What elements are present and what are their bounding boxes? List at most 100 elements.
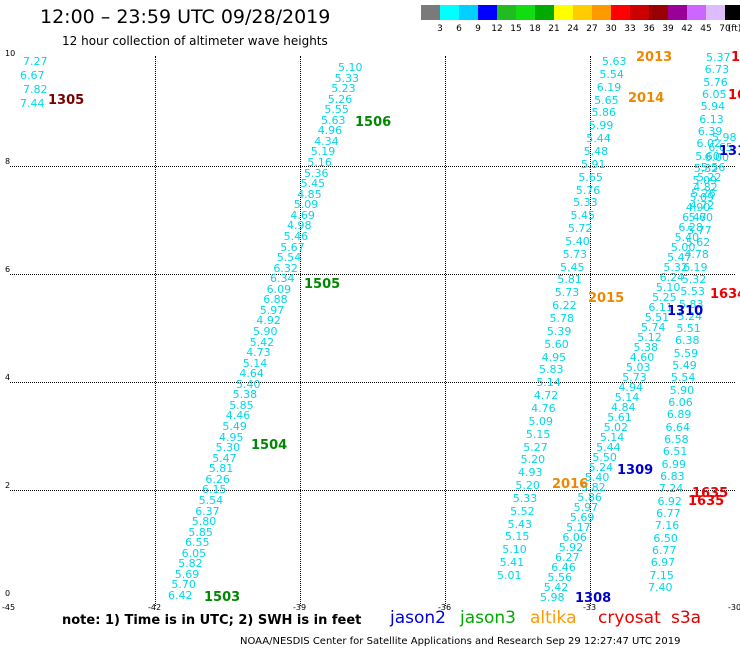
- wave-height-label: 5.23: [331, 82, 356, 96]
- wave-height-label: 5.44: [586, 132, 611, 146]
- wave-height-label: 6.67: [20, 69, 45, 82]
- wave-height-label: 5.15: [525, 427, 551, 441]
- scale-swatch: [725, 5, 740, 20]
- wave-height-label: 5.09: [528, 414, 554, 428]
- scale-swatch: [478, 5, 497, 20]
- note-text: note: 1) Time is in UTC; 2) SWH is in fe…: [62, 613, 362, 628]
- scale-swatch: [535, 5, 554, 20]
- y-tick-label: 8: [5, 157, 11, 166]
- wave-height-label: 5.76: [703, 75, 728, 89]
- wave-height-label: 5.45: [560, 260, 585, 274]
- wave-height-label: 5.83: [679, 297, 704, 311]
- wave-height-label: 5.12: [637, 331, 662, 344]
- legend-entry: jason2: [390, 608, 446, 628]
- wave-height-label: 5.63: [321, 113, 346, 127]
- scale-label: 30: [605, 24, 617, 34]
- wave-height-label: 4.46: [225, 409, 251, 423]
- wave-height-label: 5.33: [512, 491, 538, 505]
- x-tick-label: -36: [438, 603, 452, 612]
- scale-label: 6: [456, 24, 462, 34]
- wave-height-label: 5.20: [520, 453, 546, 467]
- pass-number-label: 1310: [667, 304, 704, 319]
- x-tick-label: -45: [2, 603, 16, 612]
- wave-height-label: 5.70: [171, 578, 196, 592]
- wave-height-label: 5.10: [655, 281, 681, 294]
- wave-height-label: 6.73: [704, 63, 730, 77]
- pass-number-label: 1305: [48, 93, 85, 108]
- wave-height-label: 6.26: [205, 472, 230, 486]
- wave-height-label: 5.69: [174, 567, 200, 581]
- wave-height-label: 7.27: [23, 55, 48, 68]
- wave-height-label: 6.05: [701, 87, 727, 101]
- wave-height-label: 6.88: [263, 293, 288, 307]
- x-tick-label: -42: [148, 603, 162, 612]
- x-tick-label: -33: [583, 603, 597, 612]
- wave-height-label: 5.26: [327, 92, 353, 106]
- pass-number-label: 1635: [688, 494, 725, 509]
- wave-height-label: 6.51: [662, 445, 688, 459]
- wave-height-label: 5.67: [280, 240, 305, 254]
- pass-number-label: 2013: [636, 50, 673, 65]
- wave-height-label: 5.37: [706, 51, 731, 64]
- wave-height-label: 5.32: [693, 161, 719, 175]
- wave-height-label: 5.10: [502, 543, 527, 557]
- wave-height-label: 5.72: [567, 222, 593, 236]
- wave-height-label: 5.51: [644, 311, 670, 324]
- wave-height-label: 4.84: [611, 401, 636, 414]
- wave-height-label: 5.40: [236, 377, 261, 391]
- wave-height-label: 6.37: [195, 504, 220, 518]
- wave-height-label: 5.86: [591, 106, 617, 120]
- wave-height-label: 4.34: [314, 134, 339, 148]
- wave-height-label: 4.76: [531, 401, 556, 415]
- wave-height-label: 6.00: [704, 151, 730, 164]
- wave-height-label: 7.15: [649, 568, 674, 582]
- wave-height-label: 5.48: [583, 144, 609, 158]
- wave-height-label: 5.09: [293, 198, 319, 212]
- scale-label: 18: [529, 24, 541, 34]
- wave-height-label: 5.14: [614, 391, 640, 404]
- wave-height-label: 6.64: [665, 420, 691, 434]
- wave-height-label: 6.77: [656, 507, 681, 521]
- wave-height-label: 5.54: [198, 493, 224, 507]
- wave-height-label: 5.42: [249, 335, 275, 349]
- wave-height-label: 6.77: [652, 544, 677, 558]
- wave-height-label: 6.22: [552, 299, 577, 313]
- pass-number-label: 1505: [304, 277, 341, 292]
- wave-height-label: 6.47: [682, 211, 707, 224]
- legend-entry: s3a: [671, 608, 702, 628]
- pass-number-label: 2015: [588, 291, 625, 306]
- wave-height-label: 5.14: [599, 431, 625, 444]
- scale-label: 70: [719, 24, 731, 34]
- scale-swatch: [554, 5, 573, 20]
- wave-height-label: 5.83: [539, 363, 564, 377]
- scale-label: (ft): [727, 24, 740, 34]
- wave-height-label: 5.43: [507, 517, 533, 531]
- wave-height-label: 5.45: [570, 209, 596, 223]
- wave-height-label: 5.98: [712, 131, 737, 144]
- wave-height-label: 5.76: [575, 183, 601, 197]
- wave-height-label: 6.06: [562, 531, 587, 544]
- y-tick-label: 2: [5, 481, 11, 490]
- wave-height-label: 5.02: [603, 421, 629, 434]
- scale-swatch: [459, 5, 478, 20]
- scale-label: 42: [681, 24, 693, 34]
- wave-height-label: 6.42: [168, 589, 193, 602]
- grid-line-vertical: [445, 56, 446, 606]
- wave-height-label: 6.15: [202, 483, 227, 497]
- wave-height-label: 6.65: [708, 141, 733, 154]
- wave-height-label: 5.81: [208, 462, 234, 476]
- wave-height-label: 5.24: [677, 309, 703, 323]
- scale-swatch: [687, 5, 706, 20]
- wave-height-label: 5.32: [681, 272, 707, 286]
- wave-height-label: 5.65: [594, 93, 619, 107]
- grid-line-vertical: [590, 56, 591, 606]
- scale-label: 12: [491, 24, 503, 34]
- wave-height-label: 6.32: [273, 261, 298, 275]
- wave-height-label: 5.92: [558, 541, 584, 554]
- wave-height-label: 5.30: [215, 441, 241, 455]
- wave-height-label: 5.73: [622, 371, 647, 384]
- wave-height-label: 6.02: [696, 137, 722, 151]
- wave-height-label: 5.17: [566, 521, 591, 534]
- wave-height-label: 6.11: [648, 301, 673, 314]
- wave-height-label: 6.13: [699, 112, 724, 126]
